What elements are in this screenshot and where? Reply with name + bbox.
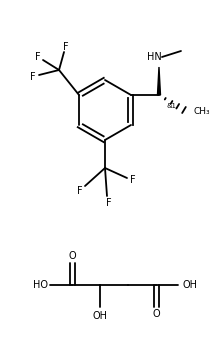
Text: F: F bbox=[35, 52, 41, 62]
Text: F: F bbox=[130, 175, 136, 185]
Text: F: F bbox=[77, 186, 83, 196]
Text: F: F bbox=[30, 72, 36, 82]
Polygon shape bbox=[157, 67, 161, 95]
Text: O: O bbox=[152, 309, 160, 319]
Text: F: F bbox=[106, 198, 112, 208]
Text: HO: HO bbox=[34, 280, 48, 290]
Text: OH: OH bbox=[182, 280, 198, 290]
Text: F: F bbox=[63, 42, 69, 52]
Text: OH: OH bbox=[92, 311, 108, 321]
Text: &1: &1 bbox=[167, 103, 177, 109]
Text: O: O bbox=[68, 251, 76, 261]
Text: CH₃: CH₃ bbox=[194, 107, 211, 117]
Text: HN: HN bbox=[147, 52, 161, 62]
